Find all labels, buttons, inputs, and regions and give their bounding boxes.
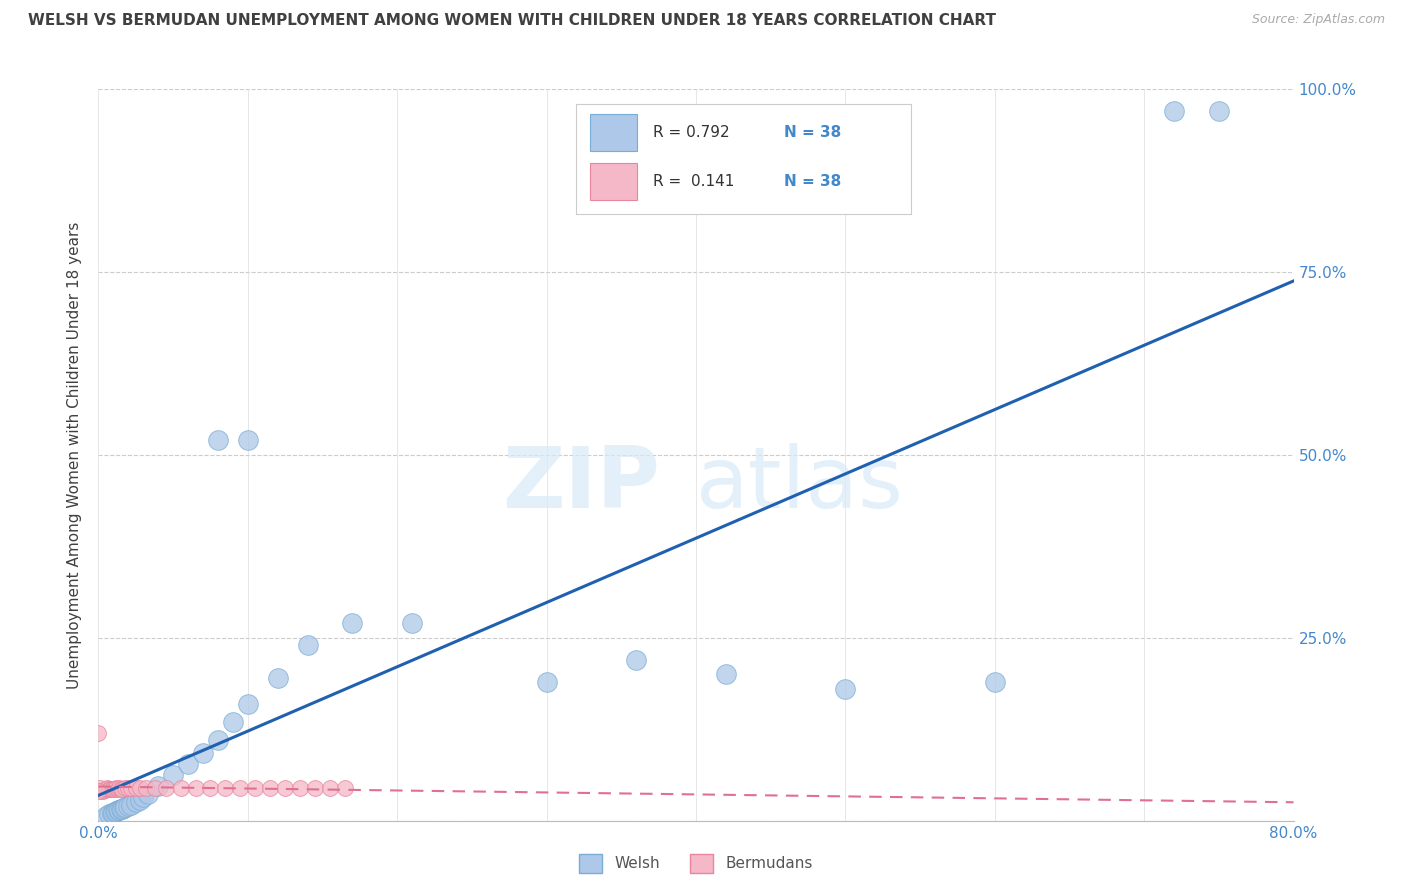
Point bbox=[110, 802, 132, 816]
Point bbox=[117, 799, 139, 814]
Point bbox=[236, 434, 259, 448]
Point bbox=[129, 781, 152, 796]
Point bbox=[110, 782, 132, 797]
Point bbox=[94, 809, 117, 823]
Point bbox=[107, 782, 129, 797]
Point bbox=[104, 805, 127, 819]
Point bbox=[297, 638, 319, 652]
Point bbox=[114, 800, 136, 814]
Point bbox=[1163, 104, 1185, 119]
Point bbox=[111, 802, 134, 816]
Point bbox=[626, 653, 648, 667]
Point bbox=[143, 781, 166, 796]
Point bbox=[245, 781, 267, 796]
Point bbox=[108, 781, 131, 796]
Point bbox=[148, 779, 170, 793]
Point bbox=[100, 782, 122, 797]
Point bbox=[114, 781, 136, 796]
Point bbox=[90, 784, 112, 798]
Point bbox=[96, 781, 118, 796]
Point bbox=[169, 781, 191, 796]
Point bbox=[101, 806, 124, 821]
Point bbox=[94, 782, 117, 797]
Point bbox=[105, 781, 128, 796]
Point bbox=[207, 434, 229, 448]
Point bbox=[97, 807, 120, 822]
Point bbox=[132, 790, 155, 805]
Text: Source: ZipAtlas.com: Source: ZipAtlas.com bbox=[1251, 13, 1385, 27]
Point bbox=[191, 746, 214, 760]
Point bbox=[101, 782, 124, 797]
Point bbox=[91, 784, 114, 798]
Point bbox=[200, 781, 222, 796]
Point bbox=[267, 671, 290, 685]
Point bbox=[229, 781, 252, 796]
Text: ZIP: ZIP bbox=[502, 442, 661, 525]
Point bbox=[135, 781, 157, 796]
Point bbox=[125, 796, 148, 810]
Point bbox=[108, 804, 131, 818]
Point bbox=[259, 781, 281, 796]
Point bbox=[222, 714, 245, 729]
Point bbox=[342, 616, 364, 631]
Point bbox=[103, 782, 125, 797]
Point bbox=[87, 726, 110, 740]
Point bbox=[288, 781, 311, 796]
Point bbox=[1208, 104, 1230, 119]
Point bbox=[155, 781, 177, 796]
Point bbox=[162, 768, 184, 782]
Point bbox=[93, 783, 115, 797]
Point bbox=[319, 781, 342, 796]
Text: WELSH VS BERMUDAN UNEMPLOYMENT AMONG WOMEN WITH CHILDREN UNDER 18 YEARS CORRELAT: WELSH VS BERMUDAN UNEMPLOYMENT AMONG WOM… bbox=[28, 13, 995, 29]
Point bbox=[536, 674, 558, 689]
Point bbox=[117, 781, 139, 796]
Point bbox=[97, 782, 120, 797]
Point bbox=[274, 781, 297, 796]
Y-axis label: Unemployment Among Women with Children Under 18 years: Unemployment Among Women with Children U… bbox=[67, 221, 83, 689]
Point bbox=[103, 805, 125, 820]
Point bbox=[87, 784, 110, 798]
Point bbox=[236, 697, 259, 711]
Point bbox=[120, 781, 142, 796]
Point bbox=[107, 804, 129, 818]
Point bbox=[214, 781, 236, 796]
Point bbox=[401, 616, 423, 631]
Point bbox=[129, 793, 152, 807]
Point bbox=[184, 781, 207, 796]
Legend: Welsh, Bermudans: Welsh, Bermudans bbox=[572, 848, 820, 879]
Point bbox=[125, 781, 148, 796]
Point bbox=[104, 782, 127, 797]
Text: atlas: atlas bbox=[696, 442, 904, 525]
Point bbox=[304, 781, 326, 796]
Point bbox=[984, 674, 1007, 689]
Point bbox=[333, 781, 356, 796]
Point bbox=[105, 804, 128, 818]
Point bbox=[89, 780, 111, 795]
Point bbox=[112, 801, 135, 815]
Point bbox=[177, 756, 200, 771]
Point bbox=[111, 782, 134, 797]
Point bbox=[120, 797, 142, 812]
Point bbox=[714, 667, 737, 681]
Point bbox=[834, 681, 856, 696]
Point bbox=[207, 733, 229, 747]
Point bbox=[136, 787, 159, 801]
